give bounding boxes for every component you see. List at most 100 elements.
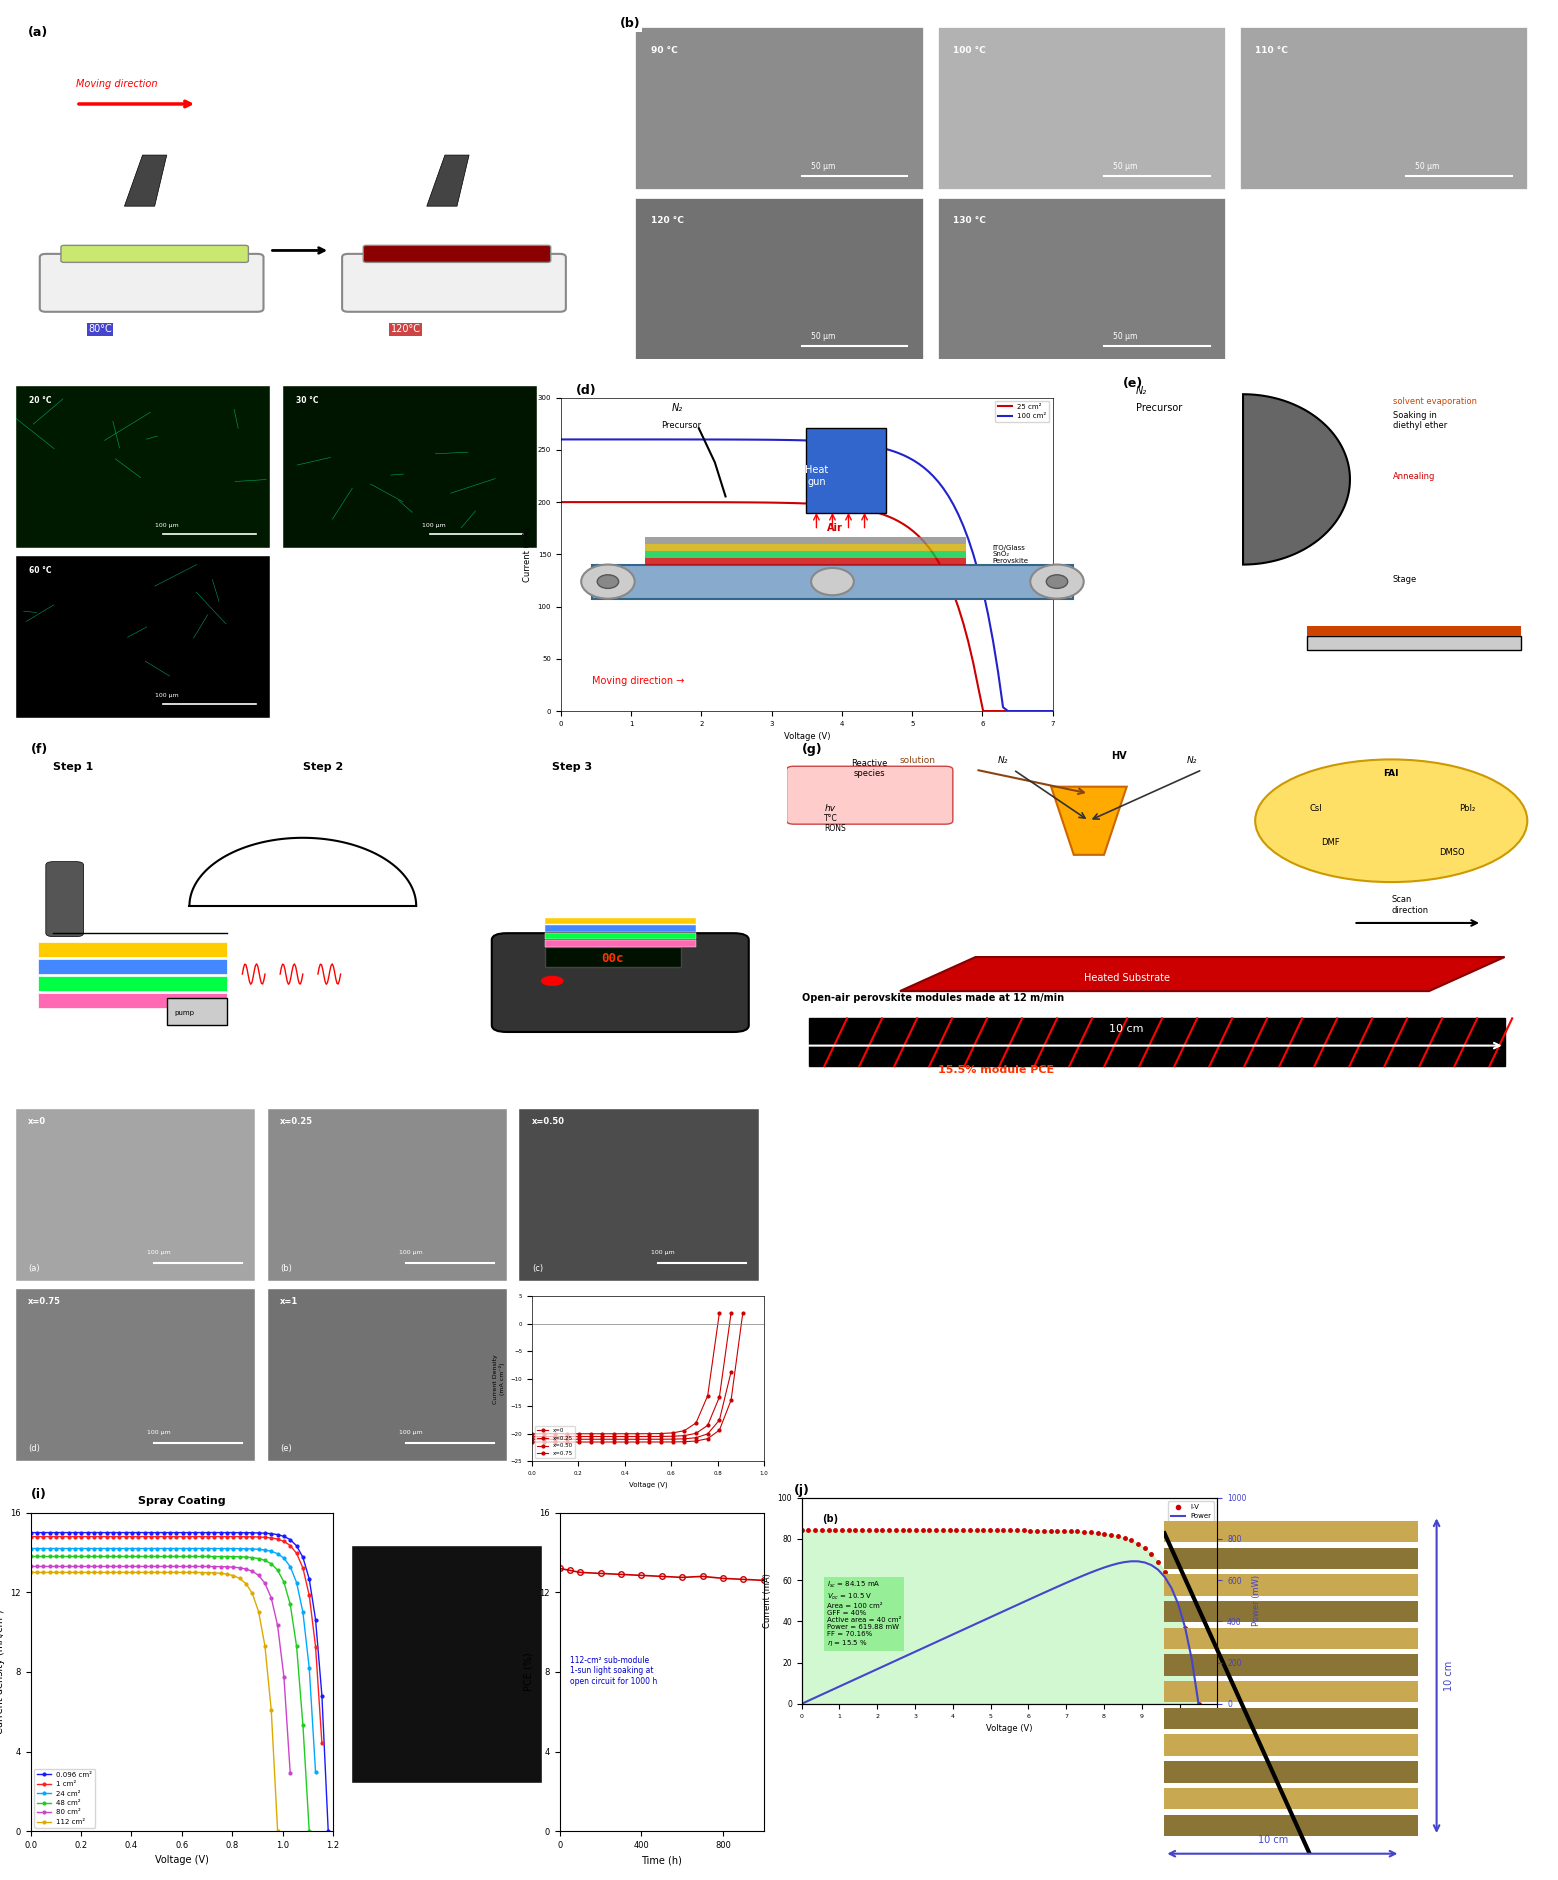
Bar	[167, 998, 227, 1025]
Circle shape	[597, 575, 619, 588]
Text: x=1: x=1	[280, 1297, 299, 1307]
Text: 60 °C: 60 °C	[30, 566, 51, 575]
Text: Moving direction →: Moving direction →	[592, 675, 684, 686]
Bar	[16, 1290, 256, 1461]
Text: pump: pump	[174, 1010, 195, 1015]
Text: solvent evaporation: solvent evaporation	[1393, 397, 1477, 406]
Text: 50 μm: 50 μm	[1112, 162, 1137, 171]
Bar	[545, 940, 696, 948]
Polygon shape	[125, 154, 167, 207]
Text: 100 °C: 100 °C	[953, 45, 986, 55]
Circle shape	[812, 568, 854, 596]
Power	[921, 1634, 939, 1656]
FancyBboxPatch shape	[363, 246, 550, 263]
Power	[860, 1662, 879, 1684]
Text: (b): (b)	[280, 1263, 291, 1273]
Text: N₂: N₂	[999, 756, 1008, 765]
Text: 100 μm: 100 μm	[154, 523, 178, 528]
Text: 100 μm: 100 μm	[146, 1431, 170, 1434]
Text: 100 μm: 100 μm	[146, 1250, 170, 1256]
Text: 100 μm: 100 μm	[154, 694, 178, 699]
Text: 130 °C: 130 °C	[953, 216, 986, 226]
Text: (b): (b)	[620, 17, 640, 30]
Text: N₂: N₂	[671, 404, 684, 414]
Text: 50 μm: 50 μm	[1415, 162, 1440, 171]
Bar	[16, 1109, 256, 1282]
Text: HV: HV	[1111, 752, 1126, 761]
Power	[1189, 1692, 1207, 1715]
Text: Step 3: Step 3	[552, 761, 592, 771]
Polygon shape	[901, 957, 1505, 991]
Text: N₂: N₂	[1187, 756, 1198, 765]
Text: 15.5% module PCE: 15.5% module PCE	[938, 1064, 1053, 1075]
Text: Soaking in
diethyl ether: Soaking in diethyl ether	[1393, 412, 1447, 431]
Text: (i): (i)	[31, 1487, 47, 1500]
Circle shape	[541, 976, 564, 985]
Bar	[938, 197, 1225, 359]
Bar	[545, 925, 696, 932]
Text: 10 cm: 10 cm	[1109, 1025, 1144, 1034]
Text: 100 μm: 100 μm	[651, 1250, 675, 1256]
Polygon shape	[1052, 786, 1126, 855]
Bar	[39, 976, 227, 991]
Text: T°C
RONS: T°C RONS	[824, 814, 846, 833]
Text: CsI: CsI	[1309, 803, 1323, 812]
Text: Scan
direction: Scan direction	[1391, 895, 1429, 916]
Text: solution: solution	[901, 756, 936, 765]
Bar	[39, 959, 227, 974]
Text: Precursor: Precursor	[662, 421, 701, 431]
Text: x=0.25: x=0.25	[280, 1117, 313, 1126]
Text: 120°C: 120°C	[391, 323, 421, 335]
Text: Precursor: Precursor	[1136, 404, 1183, 414]
Text: Open-air perovskite modules made at 12 m/min: Open-air perovskite modules made at 12 m…	[802, 993, 1064, 1004]
Text: Annealing: Annealing	[1393, 472, 1435, 481]
Bar	[545, 917, 696, 925]
Bar	[545, 948, 681, 966]
Text: ITO/Glass: ITO/Glass	[992, 545, 1025, 551]
Text: PbI₂: PbI₂	[1458, 803, 1475, 812]
Text: N₂: N₂	[1136, 385, 1147, 397]
Text: (h): (h)	[28, 1096, 48, 1109]
Text: SnO₂: SnO₂	[992, 551, 1010, 556]
FancyBboxPatch shape	[61, 246, 248, 263]
Text: hv: hv	[824, 803, 835, 812]
Polygon shape	[592, 564, 1073, 598]
Power	[1122, 1549, 1140, 1572]
Power	[927, 1630, 946, 1653]
Text: Step 2: Step 2	[302, 761, 343, 771]
Text: Heated Substrate: Heated Substrate	[1084, 972, 1170, 983]
Text: (c): (c)	[16, 372, 34, 385]
Text: x=0: x=0	[28, 1117, 47, 1126]
Text: (a): (a)	[28, 26, 48, 39]
Text: Stage: Stage	[1393, 575, 1416, 583]
Bar	[809, 1019, 1505, 1066]
Bar	[645, 543, 966, 551]
Bar	[645, 558, 966, 564]
Text: DMF: DMF	[1321, 838, 1340, 846]
Bar	[39, 942, 227, 957]
Text: 120 °C: 120 °C	[651, 216, 684, 226]
Text: Perovskite: Perovskite	[992, 558, 1028, 564]
Bar	[938, 28, 1225, 190]
Y-axis label: Power (mW): Power (mW)	[1253, 1575, 1260, 1626]
Circle shape	[1030, 564, 1084, 598]
Bar	[645, 538, 966, 543]
Polygon shape	[427, 154, 469, 207]
Bar	[636, 28, 922, 190]
Text: (g): (g)	[802, 743, 823, 756]
Bar	[268, 1109, 506, 1282]
FancyBboxPatch shape	[45, 861, 84, 936]
Text: 50 μm: 50 μm	[810, 162, 835, 171]
Text: DMSO: DMSO	[1440, 848, 1465, 857]
Text: (c): (c)	[533, 1263, 544, 1273]
Text: 00c: 00c	[601, 953, 623, 964]
Text: 20 °C: 20 °C	[30, 397, 51, 404]
Bar	[545, 932, 696, 940]
Text: Step 1: Step 1	[53, 761, 93, 771]
Text: (f): (f)	[31, 743, 48, 756]
Text: (d): (d)	[576, 384, 597, 397]
Text: (e): (e)	[1123, 378, 1144, 391]
Text: x=0.50: x=0.50	[533, 1117, 566, 1126]
Text: Reactive
species: Reactive species	[852, 760, 888, 778]
Text: FAI: FAI	[1384, 769, 1399, 778]
